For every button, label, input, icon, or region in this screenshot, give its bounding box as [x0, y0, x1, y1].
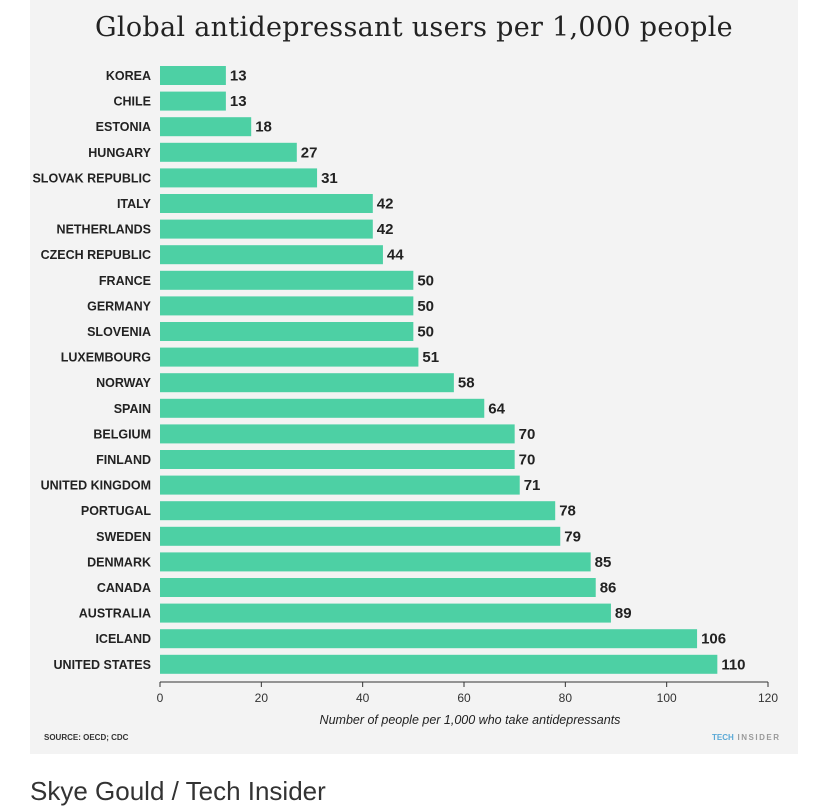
- bar: [160, 424, 515, 444]
- bar: [160, 142, 297, 162]
- value-label: 44: [387, 247, 404, 264]
- brand-logo-part2: INSIDER: [737, 733, 781, 742]
- brand-logo-part1: TECH: [712, 733, 734, 742]
- bar: [160, 194, 373, 213]
- category-label: ESTONIA: [96, 120, 151, 134]
- bar: [160, 398, 485, 418]
- value-label: 64: [488, 400, 505, 417]
- bar: [160, 373, 454, 393]
- category-label: DENMARK: [87, 555, 151, 569]
- category-label: SLOVENIA: [87, 325, 151, 339]
- category-label: GERMANY: [87, 299, 152, 313]
- x-tick-label: 40: [356, 691, 370, 705]
- bar: [160, 526, 561, 546]
- bar: [160, 245, 383, 265]
- x-tick-label: 120: [758, 691, 778, 705]
- bar: [160, 117, 252, 137]
- bar: [160, 475, 520, 495]
- value-label: 50: [417, 298, 434, 315]
- category-label: SLOVAK REPUBLIC: [32, 171, 151, 185]
- bar: [160, 578, 596, 597]
- value-label: 58: [458, 375, 475, 392]
- category-label: BELGIUM: [93, 427, 151, 441]
- bar: [160, 270, 414, 290]
- category-label: LUXEMBOURG: [61, 351, 151, 365]
- value-label: 13: [230, 93, 247, 110]
- bar: [160, 552, 591, 572]
- bar: [160, 654, 718, 674]
- bar: [160, 629, 698, 649]
- value-label: 50: [417, 272, 434, 289]
- x-tick-label: 100: [657, 691, 677, 705]
- bar: [160, 501, 556, 521]
- category-label: AUSTRALIA: [79, 607, 151, 621]
- value-label: 89: [615, 605, 632, 622]
- value-label: 51: [422, 349, 439, 366]
- bar: [160, 219, 373, 239]
- bar: [160, 66, 226, 85]
- category-label: UNITED STATES: [54, 658, 151, 672]
- x-tick-label: 60: [457, 691, 471, 705]
- bar: [160, 322, 414, 341]
- category-label: SPAIN: [114, 402, 151, 416]
- value-label: 50: [417, 324, 434, 341]
- category-label: ICELAND: [95, 632, 151, 646]
- bar: [160, 91, 226, 111]
- brand-logo: TECH INSIDER: [712, 733, 780, 742]
- value-label: 42: [377, 196, 394, 213]
- category-label: NETHERLANDS: [57, 223, 151, 237]
- value-label: 70: [519, 452, 536, 469]
- image-credit: Skye Gould / Tech Insider: [30, 776, 326, 806]
- value-label: 85: [595, 554, 612, 571]
- value-label: 78: [559, 503, 576, 520]
- category-label: FRANCE: [99, 274, 151, 288]
- category-label: CZECH REPUBLIC: [41, 248, 151, 262]
- x-tick-label: 80: [559, 691, 573, 705]
- source-note: SOURCE: OECD; CDC: [44, 733, 129, 742]
- value-label: 79: [564, 528, 581, 545]
- chart-title: Global antidepressant users per 1,000 pe…: [95, 12, 733, 43]
- value-label: 31: [321, 170, 338, 187]
- value-label: 70: [519, 426, 536, 443]
- category-label: ITALY: [117, 197, 152, 211]
- category-label: HUNGARY: [88, 146, 151, 160]
- category-label: FINLAND: [96, 453, 151, 467]
- category-label: CHILE: [114, 95, 152, 109]
- bar: [160, 296, 414, 316]
- bar: [160, 603, 611, 623]
- x-tick-label: 20: [255, 691, 269, 705]
- category-label: KOREA: [106, 69, 151, 83]
- value-label: 86: [600, 580, 617, 597]
- category-label: CANADA: [97, 581, 151, 595]
- value-label: 42: [377, 221, 394, 238]
- x-tick-label: 0: [157, 691, 164, 705]
- value-label: 27: [301, 144, 318, 161]
- value-label: 106: [701, 631, 726, 648]
- category-label: SWEDEN: [96, 530, 151, 544]
- value-label: 71: [524, 477, 541, 494]
- value-label: 18: [255, 119, 272, 136]
- x-axis-label: Number of people per 1,000 who take anti…: [319, 713, 621, 727]
- bar: [160, 450, 515, 469]
- category-label: UNITED KINGDOM: [41, 479, 151, 493]
- bar: [160, 168, 318, 188]
- category-label: NORWAY: [96, 376, 152, 390]
- category-label: PORTUGAL: [81, 504, 152, 518]
- bar: [160, 347, 419, 367]
- value-label: 110: [721, 656, 745, 673]
- value-label: 13: [230, 68, 247, 85]
